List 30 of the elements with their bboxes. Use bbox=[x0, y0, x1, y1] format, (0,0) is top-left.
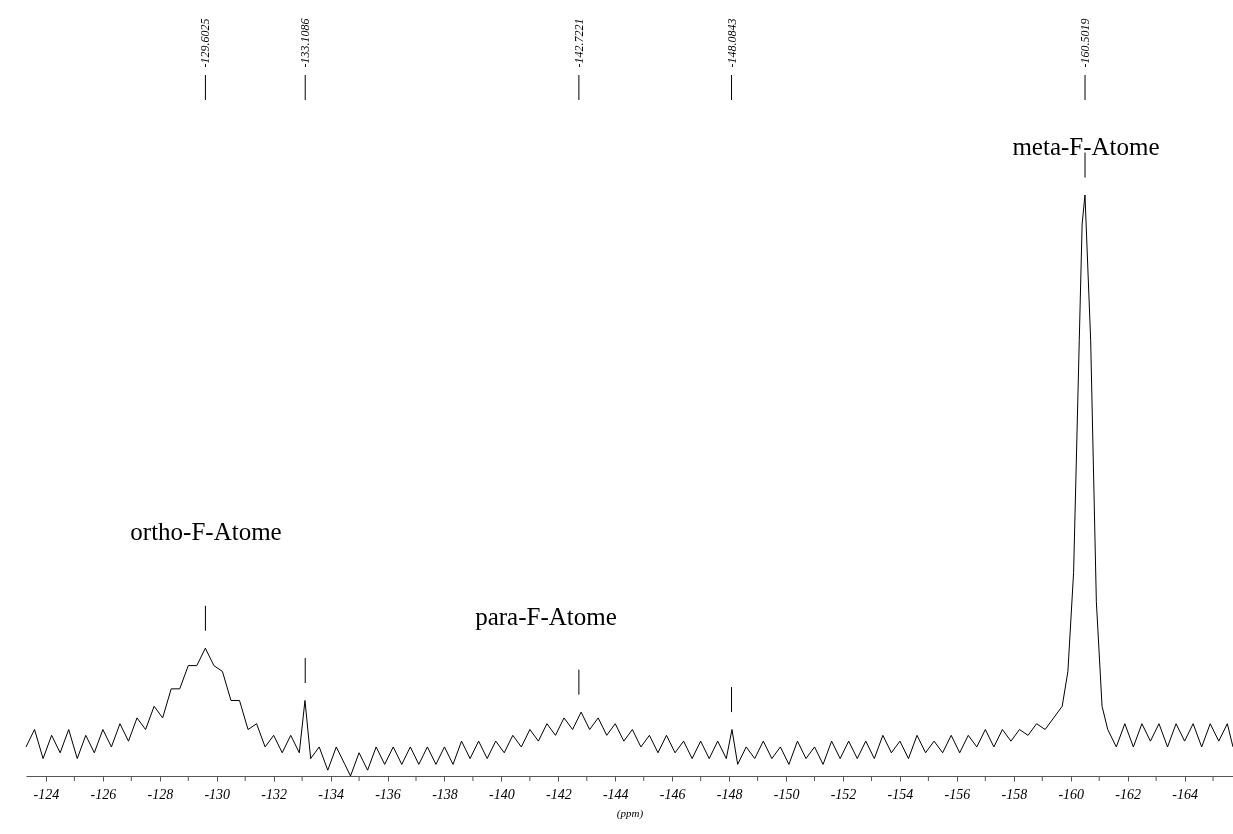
x-tick-label: -138 bbox=[432, 786, 458, 802]
x-tick-label: -160 bbox=[1058, 786, 1085, 802]
x-tick-label: -126 bbox=[90, 786, 117, 802]
x-tick-label: -156 bbox=[944, 786, 971, 802]
ref-line-label: -160.5019 bbox=[1078, 18, 1093, 68]
text: meta-F-Atome bbox=[1012, 133, 1160, 160]
x-tick-label: -136 bbox=[375, 786, 401, 802]
x-tick-label: -146 bbox=[659, 786, 686, 802]
x-tick-label: -152 bbox=[830, 786, 857, 802]
x-tick-label: -144 bbox=[602, 786, 629, 802]
annotation: ortho-F-Atome bbox=[130, 518, 282, 545]
ref-line-label: -133.1086 bbox=[298, 18, 313, 68]
x-axis-title: (ppm) bbox=[616, 806, 644, 820]
x-tick-label: -154 bbox=[887, 786, 914, 802]
x-tick-label: -162 bbox=[1115, 786, 1142, 802]
ref-line-label: -129.6025 bbox=[198, 18, 213, 68]
x-tick-label: -150 bbox=[773, 786, 800, 802]
x-tick-label: -140 bbox=[489, 786, 515, 802]
x-tick-label: -158 bbox=[1001, 786, 1028, 802]
x-tick-label: -130 bbox=[204, 786, 231, 802]
annotation: para-F-Atome bbox=[475, 603, 617, 630]
x-tick-label: -132 bbox=[261, 786, 287, 802]
x-tick-label: -134 bbox=[318, 786, 344, 802]
ref-line-label: -148.0843 bbox=[724, 18, 739, 68]
x-tick-label: -148 bbox=[716, 786, 743, 802]
x-tick-label: -142 bbox=[546, 786, 572, 802]
x-tick-label: -128 bbox=[147, 786, 174, 802]
ref-line-label: -142.7221 bbox=[571, 18, 586, 68]
x-tick-label: -124 bbox=[33, 786, 60, 802]
x-tick-label: -164 bbox=[1172, 786, 1198, 802]
